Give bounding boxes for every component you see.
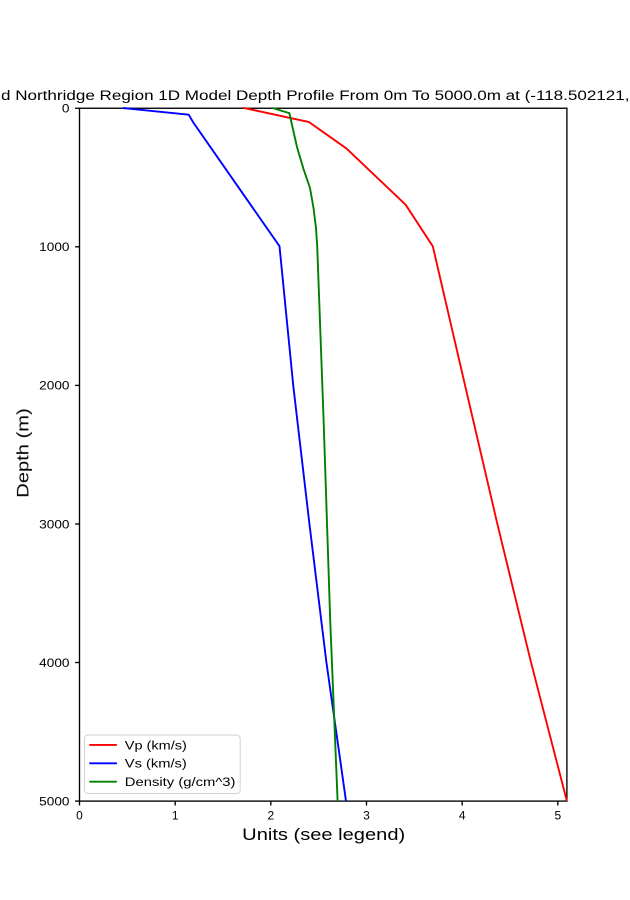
svg-text:4000: 4000	[39, 656, 70, 670]
svg-text:Depth (m): Depth (m)	[14, 408, 32, 498]
svg-text:Density (g/cm^3): Density (g/cm^3)	[125, 775, 236, 789]
svg-text:3000: 3000	[39, 517, 70, 531]
svg-text:5: 5	[554, 809, 561, 823]
svg-text:5000: 5000	[39, 794, 70, 808]
svg-text:Units (see legend): Units (see legend)	[242, 826, 405, 844]
svg-text:1000: 1000	[39, 240, 70, 254]
svg-text:3: 3	[363, 809, 370, 823]
svg-text:d Northridge Region 1D Model D: d Northridge Region 1D Model Depth Profi…	[1, 88, 630, 104]
svg-text:2: 2	[267, 809, 274, 823]
svg-text:0: 0	[76, 809, 83, 823]
svg-text:Vp (km/s): Vp (km/s)	[125, 738, 187, 752]
svg-text:4: 4	[459, 809, 466, 823]
svg-text:Vs (km/s): Vs (km/s)	[125, 757, 187, 771]
svg-text:2000: 2000	[39, 379, 70, 393]
svg-text:0: 0	[62, 102, 70, 116]
svg-text:1: 1	[172, 809, 179, 823]
